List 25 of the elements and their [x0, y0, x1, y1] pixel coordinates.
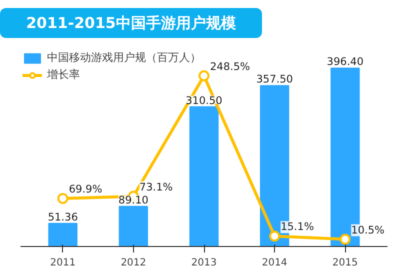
point: [269, 230, 280, 242]
point: [198, 70, 210, 82]
data-label: 51.36: [48, 211, 78, 224]
legend-label: 增长率: [47, 67, 80, 82]
x-tick-label: 2014: [262, 258, 288, 268]
x-tick-label: 2013: [191, 258, 217, 268]
data-label: 69.9%: [68, 183, 102, 196]
data-label: 10.5%: [351, 224, 385, 236]
x-tick-label: 2012: [120, 258, 146, 268]
bar: [189, 106, 219, 246]
chart-title: 2011-2015中国手游用户规模: [0, 8, 262, 38]
bar: [118, 206, 148, 246]
data-label: 357.50: [256, 74, 293, 86]
bar: [48, 222, 78, 246]
x-tick-label: 2011: [50, 258, 76, 268]
data-label: 396.40: [326, 56, 364, 68]
data-label: 248.5%: [210, 60, 250, 73]
data-label: 89.10: [118, 194, 148, 206]
data-label: 15.1%: [280, 221, 314, 234]
x-tick-label: 2015: [332, 258, 358, 268]
legend-label: 中国移动游戏用户规（百万人）: [47, 50, 201, 65]
point: [57, 192, 68, 204]
data-label: 310.50: [186, 94, 222, 107]
data-label: 73.1%: [139, 181, 173, 194]
point: [340, 234, 351, 245]
